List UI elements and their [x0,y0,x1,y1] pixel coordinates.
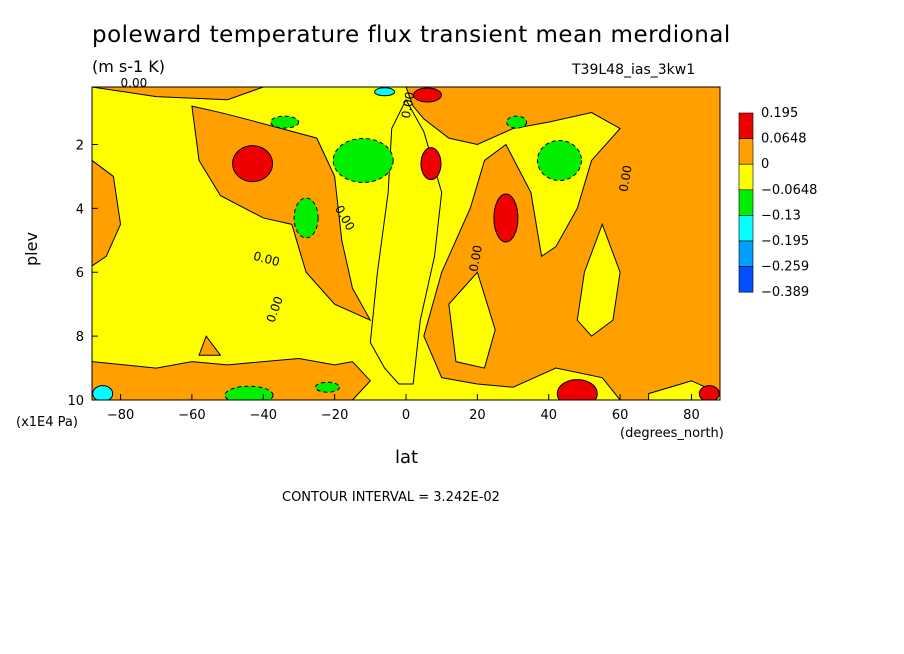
legend-swatch [738,215,754,242]
x-axis-label: lat [395,447,419,468]
x-axis-units: (degrees_north) [620,426,724,441]
region-yellow-nh-mid [576,222,621,337]
legend-label: −0.0648 [761,183,817,198]
x-tick-label: 40 [540,408,557,423]
legend-label: 0.0648 [761,132,807,147]
legend-label: −0.389 [761,285,809,300]
region-green-e [270,115,300,129]
region-orange-left-edge [92,159,122,267]
x-tick-label: 60 [612,408,629,423]
y-tick-label: 6 [76,266,84,281]
region-orange-top [92,87,264,101]
x-tick-label: −20 [321,408,348,423]
region-green-g [506,115,528,129]
x-tick-label: 0 [402,408,410,423]
chart-title: poleward temperature flux transient mean… [92,22,731,48]
x-tick-label: 20 [469,408,486,423]
region-red-c [420,147,442,181]
contour-fills [92,87,720,400]
legend-label: −0.13 [761,208,801,223]
region-cyan-b [374,87,396,97]
legend-swatch [738,112,754,139]
x-tick-label: −60 [178,408,205,423]
region-red-e [412,87,442,103]
legend-swatch [738,240,754,267]
region-red-b [493,193,519,243]
legend-swatch [738,266,754,293]
y-tick-label: 4 [76,202,84,217]
region-orange-bottom [92,357,372,400]
chart-units: (m s-1 K) [92,57,166,76]
region-green-c [293,197,319,239]
contour-label: 0.00 [252,249,281,269]
legend-label: −0.259 [761,260,809,275]
x-tick-label: −80 [107,408,134,423]
region-red-d [556,379,598,400]
region-green-b [536,139,582,181]
x-tick-label: 80 [683,408,700,423]
contour-label: 0.00 [121,76,148,90]
contour-interval-note: CONTOUR INTERVAL = 3.242E-02 [282,490,500,505]
x-tick-label: −40 [250,408,277,423]
region-red-f [698,385,720,400]
region-yellow-nh-low [448,271,496,369]
region-cyan-a [92,385,114,400]
legend-label: 0.195 [761,106,798,121]
y-tick-label: 8 [76,330,84,345]
region-red-a [232,145,274,183]
y-axis-label: plev [22,232,41,266]
legend-swatch [738,163,754,191]
legend-swatch [738,138,754,165]
region-green-d [224,385,274,400]
y-tick-label: 2 [76,138,84,153]
region-orange-small [198,335,222,356]
run-label: T39L48_ias_3kw1 [572,62,696,78]
legend-swatch [738,189,754,216]
contour-label: 0.00 [399,91,417,120]
region-green-a [332,137,394,183]
legend-label: 0 [761,157,769,172]
y-axis-units: (x1E4 Pa) [16,415,78,430]
contour-label: 0.00 [467,244,485,273]
y-tick-label: 10 [67,394,84,409]
contour-label: 0.00 [616,164,634,193]
region-green-f [315,381,340,393]
legend-label: −0.195 [761,234,809,249]
